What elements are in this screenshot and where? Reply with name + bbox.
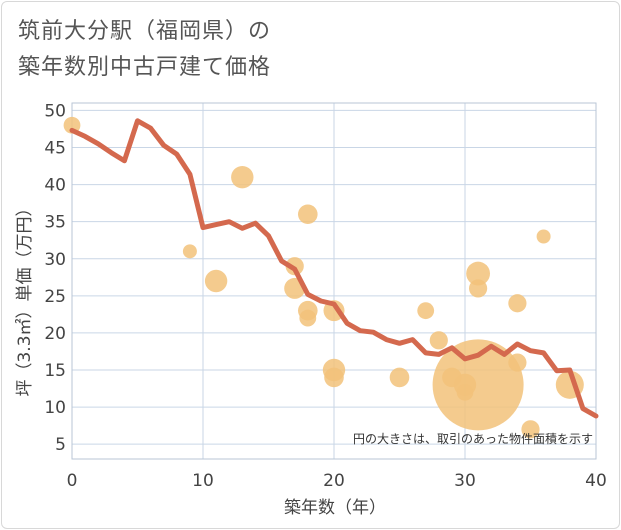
bubble-point-19 bbox=[469, 279, 488, 298]
x-axis-label: 築年数（年） bbox=[284, 498, 386, 518]
bubble-point-3 bbox=[231, 165, 254, 189]
x-tick-label-4: 40 bbox=[585, 471, 607, 491]
bubble-point-24 bbox=[536, 229, 551, 244]
y-axis-label: 坪（3.3㎡）単価（万円） bbox=[15, 199, 35, 396]
bubble-point-6 bbox=[298, 204, 318, 225]
x-tick-label-2: 20 bbox=[323, 471, 345, 491]
bubble-layer bbox=[63, 116, 584, 439]
chart-title-line-2: 築年数別中古戸建て価格 bbox=[18, 55, 272, 80]
y-tick-label-3: 20 bbox=[44, 324, 66, 344]
y-tick-label-5: 30 bbox=[44, 250, 66, 270]
y-tick-label-7: 40 bbox=[44, 176, 66, 196]
y-tick-label-4: 25 bbox=[44, 287, 66, 307]
y-tick-label-1: 10 bbox=[44, 398, 66, 418]
bubble-point-13 bbox=[417, 302, 435, 320]
x-tick-labels: 0 10 20 30 40 bbox=[67, 471, 607, 491]
bubble-point-12 bbox=[389, 367, 410, 388]
chart-title-line-1: 筑前大分駅（福岡県）の bbox=[18, 19, 272, 44]
chart-title: 筑前大分駅（福岡県）の 築年数別中古戸建て価格 bbox=[18, 14, 271, 86]
bubble-point-0 bbox=[63, 116, 81, 134]
bubble-point-20 bbox=[432, 339, 524, 431]
bubble-point-11 bbox=[324, 367, 344, 388]
bubble-point-14 bbox=[429, 331, 448, 350]
plot-area bbox=[71, 102, 597, 460]
y-tick-label-0: 5 bbox=[55, 435, 66, 455]
bubble-point-1 bbox=[182, 244, 197, 259]
trend-line bbox=[69, 118, 599, 419]
y-tick-label-2: 15 bbox=[44, 361, 66, 381]
bubble-point-22 bbox=[508, 353, 527, 372]
y-tick-label-8: 45 bbox=[44, 139, 66, 159]
y-tick-label-6: 35 bbox=[44, 213, 66, 233]
y-tick-label-9: 50 bbox=[44, 101, 66, 121]
bubble-point-23 bbox=[521, 420, 540, 439]
x-tick-label-3: 30 bbox=[454, 471, 476, 491]
bubble-point-21 bbox=[508, 294, 527, 313]
bubble-size-note: 円の大きさは、取引のあった物件面積を示す bbox=[353, 431, 593, 446]
bubble-point-8 bbox=[299, 309, 317, 327]
y-tick-labels: 5 10 15 20 25 30 35 40 45 50 bbox=[44, 101, 66, 455]
bubble-point-18 bbox=[466, 261, 490, 286]
x-tick-label-0: 0 bbox=[67, 471, 78, 491]
bubble-point-2 bbox=[204, 269, 228, 293]
x-tick-label-1: 10 bbox=[192, 471, 214, 491]
